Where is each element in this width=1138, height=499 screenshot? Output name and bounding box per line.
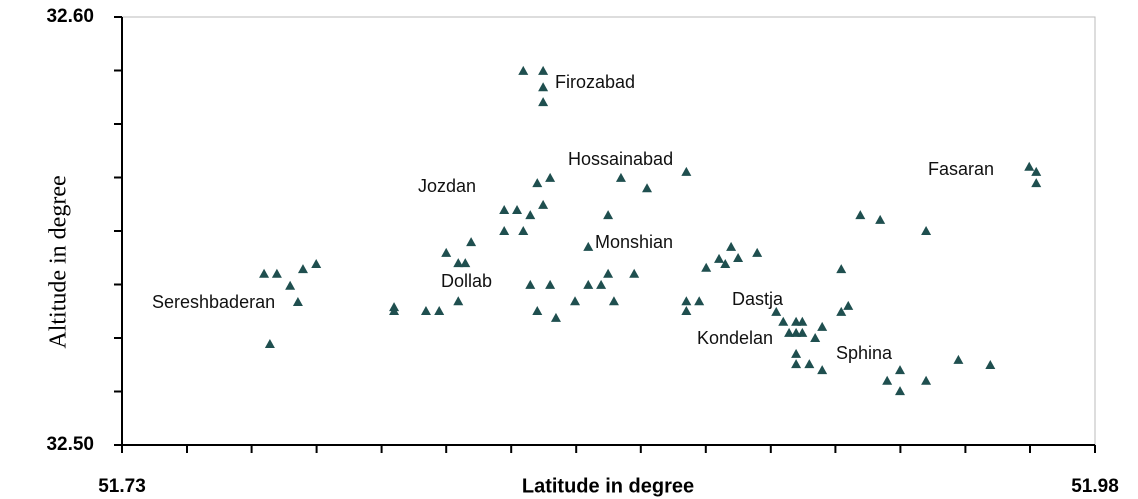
point — [538, 82, 549, 92]
point — [583, 279, 594, 289]
point — [895, 386, 906, 396]
point — [596, 279, 607, 289]
point — [855, 210, 866, 220]
point — [804, 359, 815, 369]
point — [791, 359, 802, 369]
point — [538, 65, 549, 75]
annotation: Sereshbaderan — [152, 292, 275, 312]
point — [843, 300, 854, 310]
point — [836, 306, 847, 316]
point — [701, 262, 712, 272]
point — [694, 296, 705, 306]
point — [895, 365, 906, 375]
point — [921, 375, 932, 385]
point — [797, 316, 808, 326]
point — [720, 258, 731, 268]
point — [882, 375, 893, 385]
point — [518, 65, 529, 75]
point — [499, 205, 510, 215]
point — [271, 268, 282, 278]
point — [603, 210, 614, 220]
point — [453, 296, 464, 306]
point — [875, 214, 886, 224]
point — [733, 252, 744, 262]
point — [681, 306, 692, 316]
point — [297, 264, 308, 274]
point — [921, 226, 932, 235]
point — [311, 258, 322, 268]
point — [714, 253, 725, 263]
x-tick-label: 51.98 — [1071, 476, 1119, 497]
point — [264, 338, 275, 348]
point — [1024, 161, 1035, 171]
point — [525, 210, 536, 220]
x-tick-label: 51.73 — [98, 476, 146, 497]
point — [545, 279, 556, 289]
point — [1031, 166, 1042, 176]
point — [525, 279, 536, 289]
point — [953, 354, 964, 364]
annotation: Jozdan — [418, 176, 476, 196]
point — [817, 321, 828, 331]
point — [532, 178, 543, 188]
point — [292, 297, 303, 307]
point — [778, 316, 789, 326]
y-tick-label: 32.60 — [46, 6, 94, 27]
y-axis-title: Altitude in degree — [46, 175, 72, 348]
point — [518, 226, 529, 235]
annotation: Firozabad — [555, 72, 635, 92]
point — [817, 365, 828, 375]
point — [420, 306, 431, 316]
point — [389, 306, 400, 316]
point — [752, 247, 763, 257]
point — [550, 312, 561, 322]
point — [532, 306, 543, 316]
y-tick-label: 32.50 — [46, 434, 94, 455]
annotation: Kondelan — [697, 328, 773, 348]
point — [466, 237, 477, 247]
point — [538, 199, 549, 209]
point — [570, 296, 581, 306]
point — [681, 166, 692, 176]
annotation: Dollab — [441, 271, 492, 291]
point — [512, 205, 523, 215]
point — [545, 172, 556, 182]
point — [603, 268, 614, 278]
point — [285, 280, 296, 290]
annotation: Dastja — [732, 289, 784, 309]
point — [681, 296, 692, 306]
annotation: Hossainabad — [568, 149, 673, 169]
point — [629, 268, 640, 278]
point — [434, 306, 445, 316]
annotation: Monshian — [595, 232, 673, 252]
point — [642, 183, 653, 193]
point — [791, 348, 802, 358]
point — [460, 258, 471, 268]
annotation: Fasaran — [928, 159, 994, 179]
point — [784, 327, 795, 337]
point — [441, 247, 452, 257]
annotation: Sphina — [836, 343, 893, 363]
point — [499, 226, 510, 235]
point — [985, 359, 996, 369]
point — [797, 327, 808, 337]
point — [771, 306, 782, 316]
point — [615, 172, 626, 182]
point — [259, 268, 270, 278]
point — [453, 258, 464, 268]
point — [836, 264, 847, 274]
point — [810, 333, 821, 342]
point — [726, 241, 737, 251]
point — [538, 97, 549, 107]
point — [1031, 178, 1042, 188]
x-axis-title: Latitude in degree — [522, 475, 694, 497]
point — [583, 241, 594, 251]
point — [608, 296, 619, 306]
